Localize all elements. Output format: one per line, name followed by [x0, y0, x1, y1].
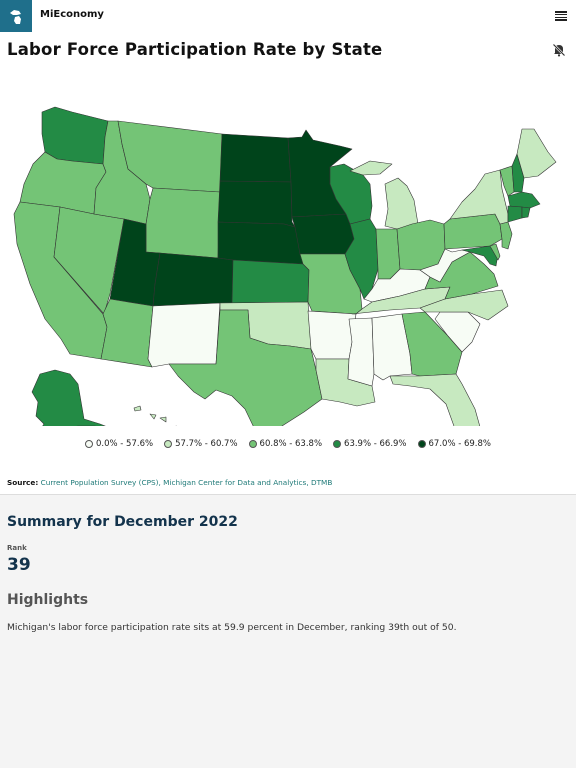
map-legend: 0.0% - 57.6% 57.7% - 60.7% 60.8% - 63.8%… — [0, 439, 576, 449]
source-line: Source: Current Population Survey (CPS),… — [7, 478, 332, 487]
state-WY[interactable] — [145, 187, 221, 259]
legend-label: 0.0% - 57.6% — [95, 439, 154, 449]
legend-label: 63.9% - 66.9% — [344, 439, 407, 449]
state-AK[interactable] — [20, 369, 122, 426]
state-NH[interactable] — [511, 153, 525, 193]
legend-swatch — [248, 440, 257, 448]
state-CT[interactable] — [507, 205, 523, 223]
legend-swatch — [164, 440, 173, 448]
legend-label: 57.7% - 60.7% — [175, 439, 238, 449]
state-FL[interactable] — [389, 373, 482, 426]
state-PA[interactable] — [443, 213, 503, 250]
state-NE[interactable] — [217, 221, 304, 265]
state-SD[interactable] — [217, 180, 296, 228]
legend-item[interactable]: 57.7% - 60.7% — [164, 439, 238, 449]
legend-swatch — [84, 440, 93, 448]
state-ND[interactable] — [219, 133, 292, 183]
state-WA[interactable] — [41, 106, 109, 165]
app-name[interactable]: MiEconomy — [40, 9, 104, 20]
legend-swatch — [417, 440, 426, 448]
state-KS[interactable] — [231, 259, 310, 304]
summary-heading: Summary for December 2022 — [7, 514, 238, 530]
legend-item[interactable]: 63.9% - 66.9% — [333, 439, 407, 449]
top-bar: MiEconomy — [0, 0, 576, 32]
hamburger-menu-icon[interactable] — [554, 9, 568, 23]
state-VT[interactable] — [499, 165, 515, 197]
legend-swatch — [333, 440, 342, 448]
chart-card: Labor Force Participation Rate by State — [0, 32, 576, 495]
state-NM[interactable] — [147, 302, 221, 368]
legend-item[interactable]: 60.8% - 63.8% — [248, 439, 323, 449]
state-IN[interactable] — [375, 228, 401, 280]
state-CO[interactable] — [152, 252, 234, 307]
muted-bell-icon[interactable] — [552, 43, 566, 57]
state-IA[interactable] — [291, 213, 355, 255]
state-HI[interactable] — [133, 405, 192, 426]
state-ME[interactable] — [516, 128, 557, 179]
chart-title: Labor Force Participation Rate by State — [7, 40, 383, 59]
state-TX[interactable] — [168, 309, 323, 426]
source-label: Source: — [7, 478, 39, 487]
legend-item[interactable]: 67.0% - 69.8% — [417, 439, 491, 449]
state-MA[interactable] — [507, 191, 541, 209]
state-WV[interactable] — [419, 248, 471, 283]
legend-item[interactable]: 0.0% - 57.6% — [84, 439, 154, 449]
michigan-icon[interactable] — [0, 0, 32, 32]
legend-label: 67.0% - 69.8% — [428, 439, 491, 449]
state-AR[interactable] — [307, 310, 357, 360]
legend-label: 60.8% - 63.8% — [259, 439, 323, 449]
us-choropleth-map — [13, 106, 557, 426]
state-OH[interactable] — [396, 219, 446, 271]
highlights-heading: Highlights — [7, 592, 89, 608]
state-NJ[interactable] — [499, 221, 513, 250]
state-RI[interactable] — [521, 206, 531, 219]
state-DE[interactable] — [489, 243, 501, 261]
state-AZ[interactable] — [100, 298, 154, 368]
rank-value: 39 — [7, 555, 31, 575]
state-MS[interactable] — [347, 317, 375, 387]
state-SC[interactable] — [434, 311, 481, 353]
rank-label: Rank — [7, 544, 27, 552]
state-NY[interactable] — [449, 169, 509, 225]
highlight-text: Michigan's labor force participation rat… — [7, 622, 457, 633]
source-link[interactable]: Current Population Survey (CPS), Michiga… — [40, 478, 333, 487]
